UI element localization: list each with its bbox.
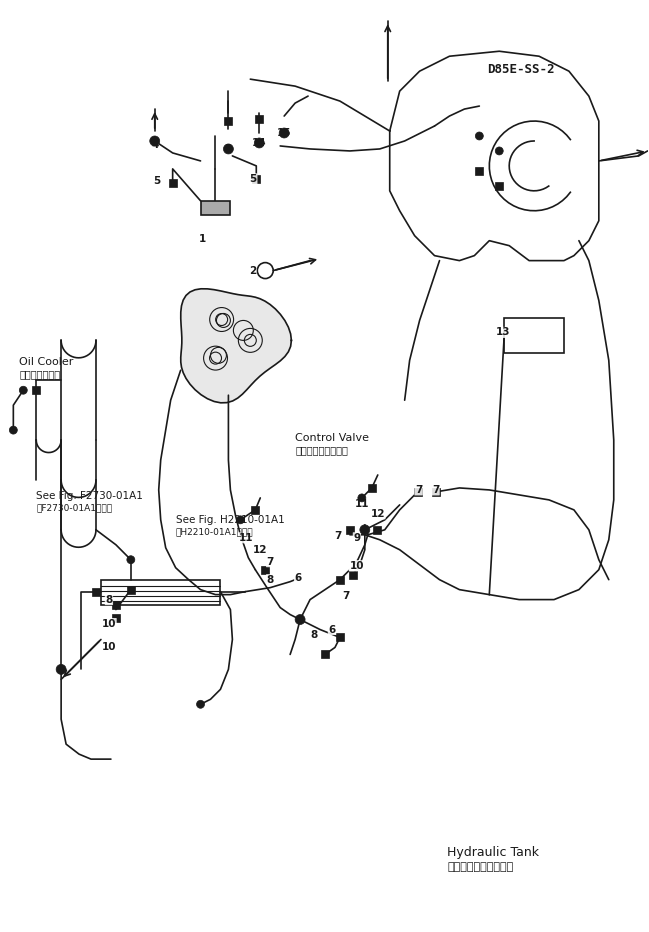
Text: 7: 7 [432, 485, 439, 495]
Bar [225, 117, 232, 125]
Text: 8: 8 [267, 575, 274, 584]
Circle shape [197, 700, 204, 708]
Circle shape [223, 144, 234, 154]
Text: 7: 7 [334, 531, 341, 541]
Bar [349, 570, 357, 579]
Bar [475, 167, 484, 175]
Circle shape [360, 525, 370, 535]
Text: ハイドロリックタンク: ハイドロリックタンク [447, 862, 514, 871]
Bar [336, 634, 344, 641]
Text: 15: 15 [277, 128, 291, 138]
Bar [112, 600, 120, 609]
Bar [112, 613, 120, 622]
Text: 4: 4 [151, 140, 158, 150]
Circle shape [475, 132, 484, 140]
Bar [201, 200, 230, 214]
Text: 10: 10 [102, 642, 116, 652]
Text: 7: 7 [342, 591, 350, 600]
Text: 第H2210-01A1図参照: 第H2210-01A1図参照 [176, 528, 253, 536]
Text: 10: 10 [102, 619, 116, 628]
Text: 11: 11 [239, 533, 254, 542]
Text: 10: 10 [350, 561, 364, 570]
Text: 3: 3 [225, 144, 232, 154]
Circle shape [236, 515, 244, 524]
Bar [504, 319, 564, 353]
Text: オイルクーラー: オイルクーラー [19, 369, 60, 379]
Text: D85E-SS-2: D85E-SS-2 [487, 62, 555, 75]
Bar [321, 651, 329, 658]
Bar [336, 576, 344, 583]
Circle shape [19, 386, 27, 394]
Text: 14: 14 [252, 138, 267, 148]
Text: 8: 8 [105, 595, 112, 605]
Text: 7: 7 [349, 561, 356, 570]
Bar [495, 182, 503, 190]
Bar [251, 506, 260, 514]
Bar [368, 484, 376, 492]
Text: 11: 11 [354, 499, 369, 509]
Text: 7: 7 [415, 485, 422, 495]
Bar [252, 175, 260, 183]
Text: 2: 2 [249, 266, 256, 276]
Text: 5: 5 [153, 176, 160, 185]
Bar [127, 585, 135, 594]
Circle shape [150, 136, 160, 146]
Text: 12: 12 [371, 509, 385, 519]
Circle shape [295, 614, 305, 624]
Text: 13: 13 [496, 327, 511, 337]
Text: 7: 7 [267, 556, 274, 567]
Circle shape [56, 665, 66, 675]
Circle shape [127, 555, 135, 564]
Bar [32, 386, 40, 394]
Text: 9: 9 [353, 533, 360, 542]
Text: Hydraulic Tank: Hydraulic Tank [447, 846, 539, 859]
Text: 6: 6 [295, 572, 302, 582]
Bar [432, 488, 439, 496]
Text: 8: 8 [310, 630, 317, 640]
Bar [373, 526, 381, 534]
Text: See Fig. H2210-01A1: See Fig. H2210-01A1 [176, 514, 284, 525]
Bar [101, 580, 221, 605]
Circle shape [9, 426, 18, 434]
Text: See Fig. F2730-01A1: See Fig. F2730-01A1 [36, 491, 143, 500]
Text: 12: 12 [253, 544, 267, 555]
Bar [169, 179, 177, 186]
Circle shape [254, 138, 264, 148]
Text: 5: 5 [250, 174, 257, 184]
Bar [92, 588, 100, 596]
Circle shape [495, 147, 503, 155]
Circle shape [279, 128, 289, 138]
Bar [413, 488, 422, 496]
Text: Oil Cooler: Oil Cooler [19, 357, 74, 367]
Text: 6: 6 [328, 624, 336, 635]
Bar [262, 566, 269, 574]
Text: Control Valve: Control Valve [295, 433, 369, 443]
Polygon shape [181, 289, 291, 403]
Bar [255, 115, 263, 123]
Circle shape [358, 494, 366, 502]
Text: 第F2730-01A1図参照: 第F2730-01A1図参照 [36, 503, 112, 513]
Text: 1: 1 [199, 234, 206, 243]
Bar [346, 526, 354, 534]
Text: コントロールバルブ: コントロールバルブ [295, 445, 348, 455]
